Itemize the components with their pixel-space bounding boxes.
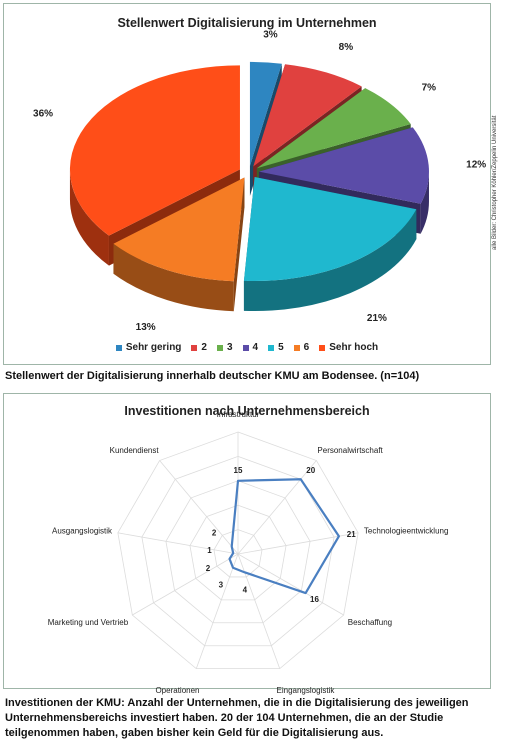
pie-slice-3 <box>256 88 411 169</box>
legend-label: 6 <box>303 342 310 353</box>
pie-value-label: 3% <box>263 29 278 40</box>
radar-value-label: 1 <box>207 546 212 555</box>
radar-value-label: 2 <box>206 564 211 573</box>
pie-value-label: 21% <box>367 313 387 324</box>
radar-value-label: 21 <box>347 530 356 539</box>
legend-swatch <box>115 344 122 351</box>
radar-grid <box>117 431 359 670</box>
legend-item: 4 <box>242 342 259 353</box>
pie-slice-4 <box>258 127 429 204</box>
pie-legend: Sehr gering 2 3 4 5 6 Sehr hoch <box>4 342 490 353</box>
pie-slice-6 <box>113 177 245 282</box>
radar-series-line <box>228 478 341 595</box>
radar-value-label: 4 <box>243 585 248 594</box>
legend-swatch <box>242 344 249 351</box>
legend-swatch <box>268 344 275 351</box>
radar-chart-title: Investitionen nach Unternehmensbereich <box>124 404 370 418</box>
legend-item: 2 <box>191 342 207 353</box>
pie-value-label: 8% <box>339 42 354 53</box>
legend-swatch <box>216 344 223 351</box>
pie-value-label: 12% <box>466 159 486 170</box>
legend-item: 6 <box>293 342 310 353</box>
radar-value-label: 16 <box>310 595 319 604</box>
radar-category-label: Technologieentwicklung <box>364 526 449 535</box>
legend-label: Sehr hoch <box>329 342 379 353</box>
radar-chart-panel: Investitionen nach Unternehmensbereich 1… <box>3 393 491 695</box>
legend-label: Sehr gering <box>125 342 182 353</box>
legend-label: 3 <box>226 342 233 353</box>
legend-swatch <box>293 344 300 351</box>
legend-item: Sehr hoch <box>319 342 378 353</box>
radar-value-label: 2 <box>212 529 217 538</box>
radar-category-label: Personalwirtschaft <box>317 446 383 455</box>
radar-value-label: 15 <box>234 466 243 475</box>
pie-slice-5 <box>243 177 417 282</box>
radar-category-label: Marketing und Vertrieb <box>48 618 129 627</box>
radar-category-label: Beschaffung <box>348 618 392 627</box>
pie-slice-1 <box>249 61 282 166</box>
pie-chart-panel: Stellenwert Digitalisierung im Unternehm… <box>3 3 491 365</box>
radar-category-label: Kundendienst <box>110 446 160 455</box>
legend-item: 3 <box>216 342 233 353</box>
legend-label: 5 <box>278 342 284 353</box>
legend-swatch <box>191 344 198 351</box>
radar-caption: Investitionen der KMU: Anzahl der Untern… <box>5 697 469 739</box>
radar-category-label: Ausgangslogistik <box>52 526 113 535</box>
radar-category-label: Infrastruktur <box>217 410 260 419</box>
pie-value-label: 36% <box>33 109 53 120</box>
pie-chart-title: Stellenwert Digitalisierung im Unternehm… <box>117 16 377 30</box>
radar-value-label: 3 <box>219 581 224 590</box>
legend-swatch <box>319 344 326 351</box>
radar-value-label: 20 <box>306 466 315 475</box>
legend-label: 2 <box>201 342 207 353</box>
legend-label: 4 <box>252 342 259 353</box>
radar-category-label: Operationen <box>155 686 199 695</box>
radar-chart: 15 20211643212InfrastrukturPersonalwirtsc… <box>48 410 449 695</box>
legend-item: Sehr gering <box>115 342 182 353</box>
pie-chart: 3% 8% 7% 12% 21% 13% 36% <box>33 29 486 333</box>
legend-item: 5 <box>268 342 284 353</box>
image-credit: alle Bilder: Christopher Köhler/Zeppelin… <box>492 115 498 250</box>
pie-value-label: 13% <box>136 322 156 333</box>
pie-value-label: 7% <box>422 83 437 94</box>
radar-category-label: Eingangslogistik <box>277 686 336 695</box>
pie-caption: Stellenwert der Digitalisierung innerhal… <box>5 370 420 382</box>
pie-slice-7 <box>69 65 240 236</box>
pie-slice-2 <box>253 64 362 167</box>
